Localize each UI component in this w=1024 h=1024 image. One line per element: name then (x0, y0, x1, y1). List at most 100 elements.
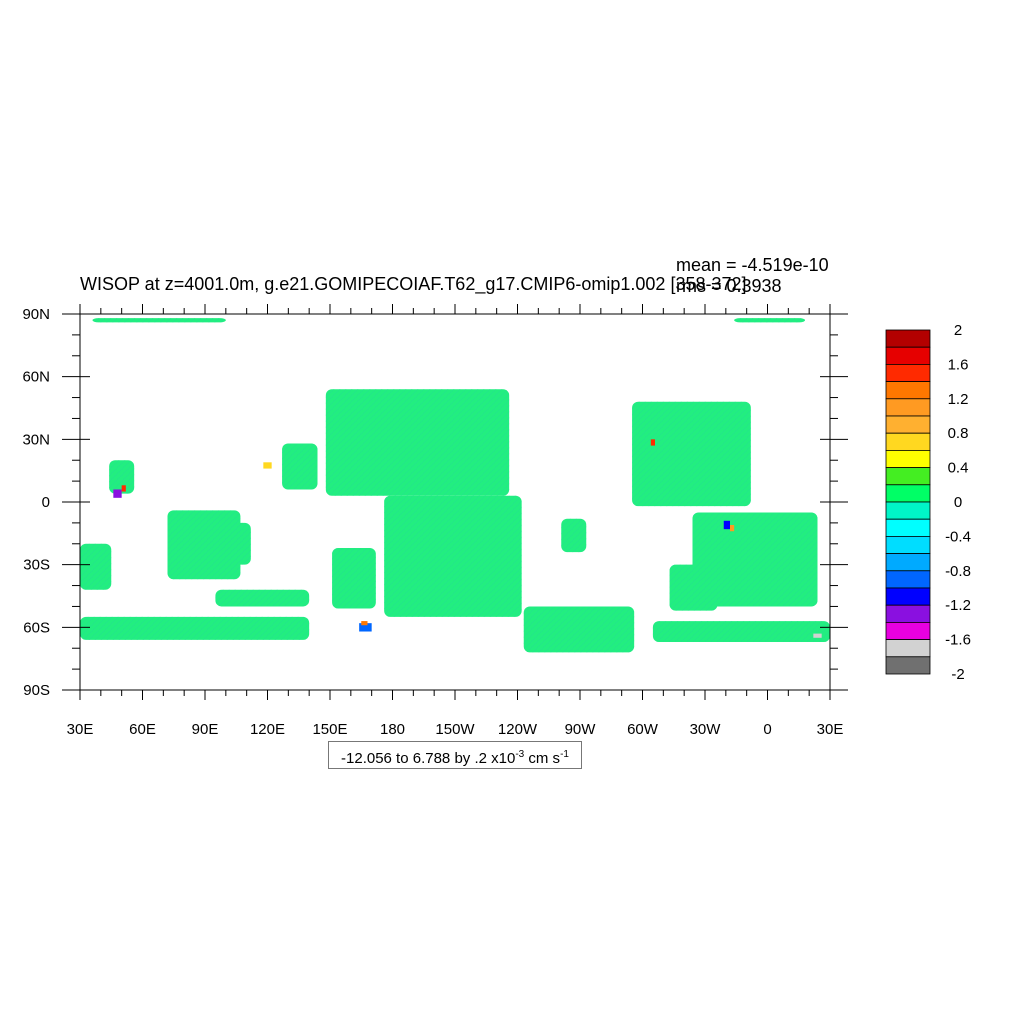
colorbar-label: -2 (951, 666, 964, 683)
ocean-region-14 (205, 522, 251, 565)
region-texture (92, 318, 226, 323)
region-texture (80, 543, 112, 590)
colorbar-label: -0.4 (945, 528, 971, 545)
ocean-region-1 (734, 318, 805, 323)
colorbar-swatch (885, 346, 931, 365)
y-tick-label: 30N (22, 431, 50, 448)
region-texture (205, 522, 251, 565)
y-tick-labels: 90N 60N 30N 0 30S 60S 90S (22, 306, 50, 699)
ocean-region-3 (282, 443, 318, 490)
ocean-region-4 (384, 495, 522, 617)
value-patch-0 (113, 489, 122, 498)
ocean-region-6 (523, 606, 635, 653)
ocean-region-17 (80, 616, 310, 640)
colorbar-swatch (885, 604, 931, 623)
ocean-region-9 (692, 512, 818, 607)
value-patch-7 (813, 633, 822, 638)
ocean-field (80, 318, 830, 653)
colorbar-swatch (885, 467, 931, 486)
colorbar-swatch (885, 415, 931, 434)
colorbar-swatch (885, 398, 931, 417)
colorbar-swatch (885, 449, 931, 468)
region-texture (384, 495, 522, 617)
region-texture (523, 606, 635, 653)
x-tick-labels: 30E 60E 90E 120E 150E 180 150W 120W 90W 60W 30W 0 30… (67, 721, 844, 738)
colorbar-swatch (885, 587, 931, 606)
colorbar-label: 1.6 (948, 356, 969, 373)
x-tick-label: 0 (763, 721, 771, 738)
x-tick-label: 120E (250, 721, 285, 738)
y-tick-label: 60S (23, 619, 50, 636)
region-texture (734, 318, 805, 323)
range-prefix: -12.056 to 6.788 by .2 x10 (341, 750, 516, 767)
region-texture (332, 547, 376, 609)
x-tick-label: 120W (498, 721, 538, 738)
y-tick-label: 90N (22, 306, 50, 323)
colorbar-label: -0.8 (945, 563, 971, 580)
region-texture (632, 401, 751, 507)
extreme-value-patches (113, 439, 822, 638)
x-tick-label: 30E (817, 721, 844, 738)
colorbar-swatch (885, 639, 931, 658)
colorbar-swatch (885, 622, 931, 641)
region-texture (652, 621, 830, 642)
colorbar-swatch (885, 363, 931, 382)
x-tick-label: 90E (192, 721, 219, 738)
colorbar-swatch (885, 570, 931, 589)
colorbar-swatch (885, 484, 931, 503)
colorbar-label: 1.2 (948, 391, 969, 408)
value-patch-5 (730, 524, 735, 532)
colorbar-label: -1.2 (945, 597, 971, 614)
region-texture (325, 389, 510, 496)
ocean-region-15 (215, 589, 310, 607)
value-patch-4 (723, 520, 730, 530)
range-unit: cm s (524, 750, 561, 767)
ocean-region-10 (669, 564, 718, 611)
y-tick-label: 30S (23, 557, 50, 574)
x-tick-label: 30W (690, 721, 722, 738)
region-texture (215, 589, 310, 607)
ocean-region-0 (92, 318, 226, 323)
value-patch-1 (121, 485, 126, 492)
value-patch-8 (263, 462, 272, 469)
ocean-region-16 (80, 543, 112, 590)
colorbar-swatch (885, 501, 931, 520)
colorbar-label: 0.4 (948, 460, 969, 477)
colorbar-swatch (885, 656, 931, 675)
colorbar-swatch (885, 381, 931, 400)
x-tick-label: 150W (435, 721, 475, 738)
y-tick-label: 60N (22, 369, 50, 386)
region-texture (692, 512, 818, 607)
colorbar (885, 329, 931, 675)
colorbar-swatch (885, 518, 931, 537)
value-patch-6 (650, 439, 655, 446)
ocean-region-2 (325, 389, 510, 496)
colorbar-labels: 2 1.6 1.2 0.8 0.4 0 -0.4 -0.8 -1.2 -1.6 -2 (945, 322, 971, 683)
colorbar-swatch (885, 329, 931, 348)
axis-ticks (62, 304, 848, 700)
ocean-region-5 (332, 547, 376, 609)
y-tick-label: 0 (42, 494, 50, 511)
region-texture (669, 564, 718, 611)
x-tick-label: 30E (67, 721, 94, 738)
region-texture (80, 616, 310, 640)
value-patch-2 (359, 623, 372, 632)
colorbar-swatch (885, 536, 931, 555)
colorbar-label: 0.8 (948, 425, 969, 442)
y-tick-label: 90S (23, 682, 50, 699)
region-texture (282, 443, 318, 490)
ocean-region-11 (652, 621, 830, 642)
plot-title: WISOP at z=4001.0m, g.e21.GOMIPECOIAF.T6… (80, 274, 747, 294)
mean-stat: mean = -4.519e-10 (676, 255, 829, 275)
x-tick-label: 180 (380, 721, 405, 738)
ocean-region-7 (561, 518, 587, 553)
colorbar-label: 2 (954, 322, 962, 339)
ocean-region-13 (109, 460, 135, 494)
colorbar-swatch (885, 553, 931, 572)
x-tick-label: 90W (565, 721, 597, 738)
region-texture (109, 460, 135, 494)
range-unit-exponent: -1 (560, 749, 569, 760)
value-patch-3 (361, 621, 368, 626)
range-exponent: -3 (515, 749, 525, 760)
